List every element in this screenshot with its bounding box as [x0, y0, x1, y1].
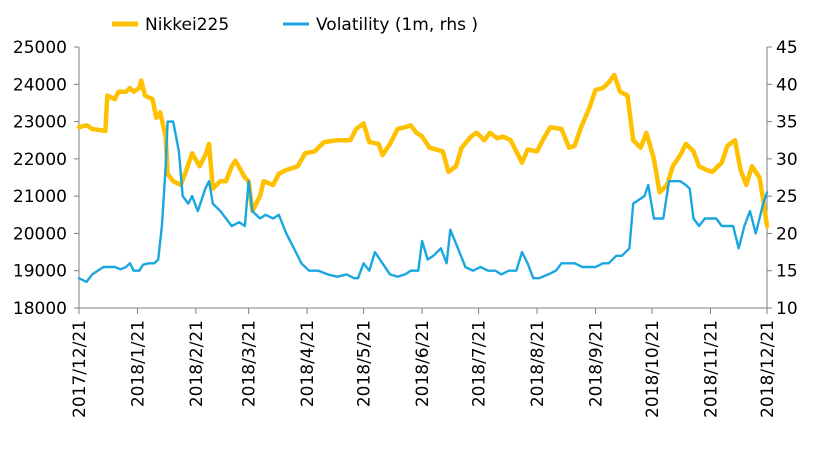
series-line-volatility	[77, 120, 769, 284]
tick-labels: 18000 19000 20000 21000 22000 23000 24000 25000…	[13, 38, 798, 418]
series-line-nikkei225	[76, 72, 770, 229]
x-tick-label: 2018/9/21	[586, 320, 606, 407]
right-y-tick-label: 15	[776, 262, 798, 282]
right-y-tick-label: 25	[776, 187, 798, 207]
right-y-tick-label: 45	[776, 38, 798, 58]
left-y-tick-label: 20000	[13, 224, 67, 244]
left-y-tick-label: 25000	[13, 38, 67, 58]
right-y-tick-label: 40	[776, 75, 798, 95]
left-y-tick-label: 18000	[13, 299, 67, 319]
x-tick-label: 2018/5/21	[355, 320, 375, 407]
right-y-tick-label: 20	[776, 224, 798, 244]
legend: Nikkei225 Volatility (1m, rhs )	[112, 15, 478, 35]
left-y-tick-label: 23000	[13, 113, 67, 133]
legend-label-nikkei225: Nikkei225	[145, 15, 229, 35]
right-y-tick-label: 10	[776, 299, 798, 319]
right-y-tick-label: 30	[776, 150, 798, 170]
legend-label-volatility: Volatility (1m, rhs )	[316, 15, 478, 35]
left-y-tick-label: 19000	[13, 262, 67, 282]
x-tick-label: 2018/3/21	[240, 320, 260, 407]
x-tick-label: 2018/11/21	[701, 320, 721, 418]
left-y-tick-label: 22000	[13, 150, 67, 170]
x-tick-label: 2018/8/21	[528, 320, 548, 407]
x-tick-label: 2018/1/21	[128, 320, 148, 407]
x-tick-label: 2018/7/21	[470, 320, 490, 407]
series	[76, 72, 770, 284]
axes	[74, 46, 772, 314]
x-tick-label: 2018/4/21	[298, 320, 318, 407]
left-y-tick-label: 24000	[13, 75, 67, 95]
left-y-tick-label: 21000	[13, 187, 67, 207]
x-tick-label: 2018/12/21	[758, 320, 778, 418]
x-tick-label: 2017/12/21	[70, 320, 90, 418]
right-y-tick-label: 35	[776, 113, 798, 133]
x-tick-label: 2018/6/21	[413, 320, 433, 407]
x-tick-label: 2018/2/21	[187, 320, 207, 407]
x-tick-label: 2018/10/21	[643, 320, 663, 418]
